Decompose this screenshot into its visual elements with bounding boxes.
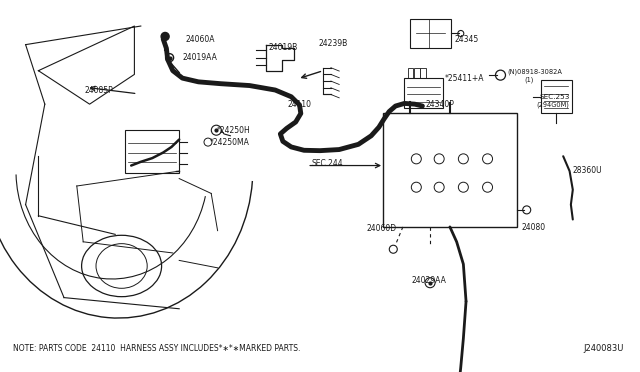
Text: (294G0M): (294G0M) bbox=[536, 102, 569, 108]
Text: SEC.253: SEC.253 bbox=[540, 94, 570, 100]
Text: *24250MA: *24250MA bbox=[210, 138, 250, 147]
Text: 24110: 24110 bbox=[288, 100, 312, 109]
Bar bbox=[420, 68, 426, 83]
Bar bbox=[404, 78, 443, 108]
Text: 28360U: 28360U bbox=[573, 166, 602, 174]
Text: *24250H: *24250H bbox=[216, 126, 250, 135]
Text: 24080: 24080 bbox=[522, 223, 546, 232]
Text: (1): (1) bbox=[525, 77, 534, 83]
Text: SEC.244: SEC.244 bbox=[312, 159, 343, 168]
Bar bbox=[541, 80, 572, 113]
Text: (N)08918-3082A: (N)08918-3082A bbox=[508, 68, 563, 75]
Bar bbox=[414, 68, 420, 83]
Text: 24340P: 24340P bbox=[426, 100, 454, 109]
Circle shape bbox=[161, 32, 169, 41]
Text: NOTE: PARTS CODE  24110  HARNESS ASSY INCLUDES*∗*∗MARKED PARTS.: NOTE: PARTS CODE 24110 HARNESS ASSY INCL… bbox=[13, 344, 300, 353]
Text: 24019B: 24019B bbox=[269, 43, 298, 52]
Bar bbox=[410, 19, 451, 48]
Bar bbox=[408, 68, 413, 83]
Text: *25411+A: *25411+A bbox=[445, 74, 484, 83]
Text: 24019AA: 24019AA bbox=[182, 53, 217, 62]
Text: 24345: 24345 bbox=[454, 35, 479, 44]
Text: 24060A: 24060A bbox=[186, 35, 215, 44]
Text: 24060D: 24060D bbox=[366, 224, 396, 233]
Bar bbox=[383, 113, 517, 227]
Bar bbox=[125, 130, 179, 173]
Text: J240083U: J240083U bbox=[584, 344, 624, 353]
Text: 24239B: 24239B bbox=[319, 39, 348, 48]
Text: 24085P: 24085P bbox=[84, 86, 113, 94]
Text: 24029AA: 24029AA bbox=[412, 276, 446, 285]
